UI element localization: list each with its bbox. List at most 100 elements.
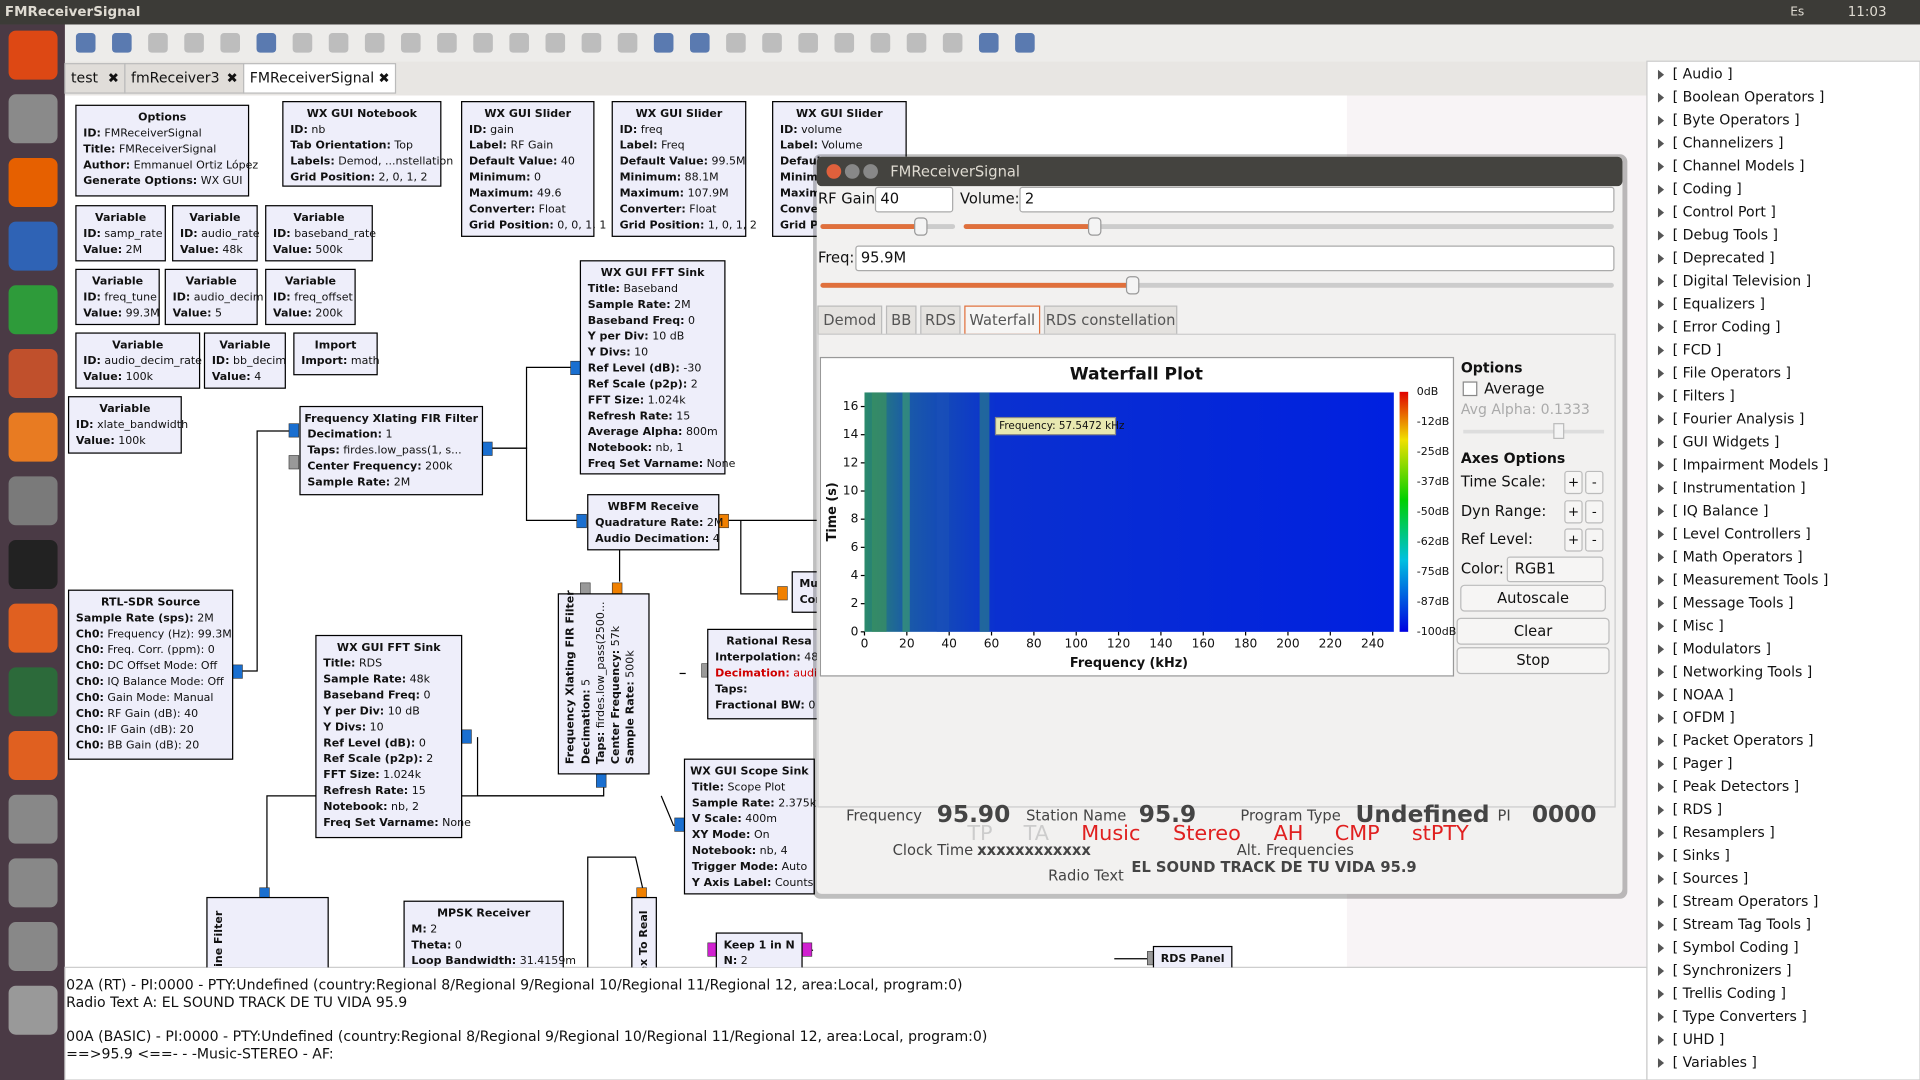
- file-tab[interactable]: [124, 63, 245, 94]
- block-body[interactable]: [75, 205, 166, 262]
- tree-expander[interactable]: [1657, 736, 1665, 747]
- toolbar-button[interactable]: [581, 33, 602, 53]
- notebook-tab-label[interactable]: RDS constellation: [1046, 312, 1176, 329]
- port[interactable]: [570, 360, 581, 375]
- tree-expander[interactable]: [1657, 391, 1665, 402]
- tab-close[interactable]: ✖: [108, 71, 119, 86]
- toolbar-button[interactable]: [762, 33, 782, 53]
- launcher-icon[interactable]: [8, 794, 58, 844]
- block[interactable]: Keep 1 in N N: 2: [715, 932, 803, 982]
- slider-track[interactable]: [963, 224, 1614, 229]
- port[interactable]: [232, 664, 243, 679]
- tree-expander[interactable]: [1657, 322, 1665, 333]
- tree-category[interactable]: [ OFDM ]: [1673, 710, 1735, 726]
- tree-category[interactable]: [ Sources ]: [1673, 871, 1749, 887]
- block[interactable]: Frequency Xlating FIR Filter Decimation: …: [299, 405, 484, 496]
- tree-category[interactable]: [ Digital Television ]: [1673, 274, 1812, 290]
- notebook-tab[interactable]: [885, 305, 917, 335]
- tab-close[interactable]: ✖: [227, 71, 238, 86]
- tree-expander[interactable]: [1657, 506, 1665, 517]
- block-body[interactable]: [265, 205, 373, 262]
- block-body[interactable]: [203, 332, 286, 389]
- notebook-tab-label[interactable]: Waterfall: [969, 312, 1035, 329]
- toolbar-button[interactable]: [798, 33, 818, 53]
- tree-category[interactable]: [ FCD ]: [1673, 342, 1722, 358]
- port[interactable]: [576, 513, 587, 529]
- tree-category[interactable]: [ Control Port ]: [1673, 205, 1776, 221]
- tree-category[interactable]: [ Equalizers ]: [1673, 297, 1765, 313]
- toolbar-button[interactable]: [112, 33, 132, 53]
- toolbar-button[interactable]: [906, 33, 927, 53]
- button[interactable]: [1564, 528, 1583, 552]
- launcher-icon[interactable]: [8, 348, 58, 398]
- block-body[interactable]: [461, 101, 595, 237]
- checkbox-label[interactable]: Average: [1484, 380, 1544, 397]
- block-body[interactable]: [587, 494, 720, 551]
- tree-category[interactable]: [ Variables ]: [1673, 1055, 1757, 1071]
- launcher-icon[interactable]: [8, 731, 58, 780]
- launcher-icon[interactable]: [8, 30, 58, 80]
- text-entry[interactable]: [874, 186, 954, 213]
- tree-expander[interactable]: [1657, 966, 1665, 976]
- port[interactable]: [482, 441, 493, 456]
- toolbar-button[interactable]: [437, 33, 457, 53]
- button-label[interactable]: +: [1568, 475, 1579, 490]
- window-button[interactable]: [863, 164, 878, 179]
- slider-thumb[interactable]: [1125, 276, 1140, 295]
- tree-category[interactable]: [ Debug Tools ]: [1673, 228, 1778, 244]
- toolbar-button[interactable]: [690, 33, 710, 53]
- port[interactable]: [777, 586, 788, 601]
- toolbar-button[interactable]: [292, 33, 313, 53]
- toolbar-button[interactable]: [75, 33, 96, 53]
- block[interactable]: WBFM Receive Quadrature Rate: 2M Audio Dec…: [587, 494, 724, 551]
- toolbar-button[interactable]: [870, 33, 891, 53]
- button-label[interactable]: Clear: [1514, 623, 1553, 640]
- tree-expander[interactable]: [1657, 621, 1665, 632]
- button-label[interactable]: Autoscale: [1497, 590, 1569, 607]
- block[interactable]: RTL-SDR Source Sample Rate (sps): 2M Ch0: …: [67, 589, 234, 760]
- tree-expander[interactable]: [1657, 943, 1665, 953]
- block[interactable]: Variable ID: freq_offset Value: 200k: [265, 268, 356, 326]
- tree-category[interactable]: [ Channelizers ]: [1673, 136, 1784, 152]
- tree-category[interactable]: [ Channel Models ]: [1673, 159, 1805, 175]
- block[interactable]: WX GUI FFT Sink Title: RDS Sample Rate: 48…: [315, 634, 471, 839]
- tree-category[interactable]: [ NOAA ]: [1673, 687, 1734, 703]
- toolbar-button[interactable]: [653, 33, 674, 53]
- tree-category[interactable]: [ Coding ]: [1673, 182, 1742, 198]
- text-entry[interactable]: [855, 245, 1615, 272]
- tree-expander[interactable]: [1657, 230, 1665, 241]
- tree-expander[interactable]: [1657, 713, 1665, 724]
- button[interactable]: [1564, 500, 1583, 524]
- slider-thumb[interactable]: [1553, 423, 1565, 439]
- tree-category[interactable]: [ GUI Widgets ]: [1673, 434, 1780, 450]
- tree-expander[interactable]: [1657, 782, 1665, 793]
- toolbar-button[interactable]: [328, 33, 349, 53]
- clock[interactable]: 11:03: [1848, 5, 1887, 20]
- block-body[interactable]: [683, 758, 815, 895]
- button[interactable]: [1585, 500, 1604, 524]
- tree-category[interactable]: [ Fourier Analysis ]: [1673, 411, 1805, 427]
- button[interactable]: [1460, 584, 1606, 612]
- toolbar-button[interactable]: [834, 33, 855, 53]
- tree-expander[interactable]: [1657, 207, 1665, 218]
- tree-expander[interactable]: [1657, 253, 1665, 264]
- block[interactable]: WX GUI Slider ID: freq Label: Freq Default …: [611, 101, 757, 237]
- tree-expander[interactable]: [1657, 299, 1665, 310]
- port[interactable]: [288, 423, 300, 438]
- file-tab-label[interactable]: fmReceiver3: [131, 70, 220, 86]
- block-body[interactable]: [265, 268, 356, 326]
- block-body[interactable]: [315, 634, 463, 839]
- tree-expander[interactable]: [1657, 437, 1665, 448]
- tree-expander[interactable]: [1657, 920, 1665, 930]
- launcher-icon[interactable]: [8, 285, 58, 335]
- tree-category[interactable]: [ Byte Operators ]: [1673, 113, 1800, 129]
- button-label[interactable]: -: [1592, 475, 1597, 490]
- tree-category[interactable]: [ File Operators ]: [1673, 365, 1791, 381]
- block-body[interactable]: [282, 101, 442, 187]
- tree-category[interactable]: [ Error Coding ]: [1673, 320, 1781, 336]
- button-label[interactable]: -: [1592, 505, 1597, 520]
- tree-expander[interactable]: [1657, 1058, 1665, 1068]
- block[interactable]: WX GUI Scope Sink Title: Scope Plot Sample…: [683, 758, 817, 895]
- button-label[interactable]: +: [1568, 505, 1579, 520]
